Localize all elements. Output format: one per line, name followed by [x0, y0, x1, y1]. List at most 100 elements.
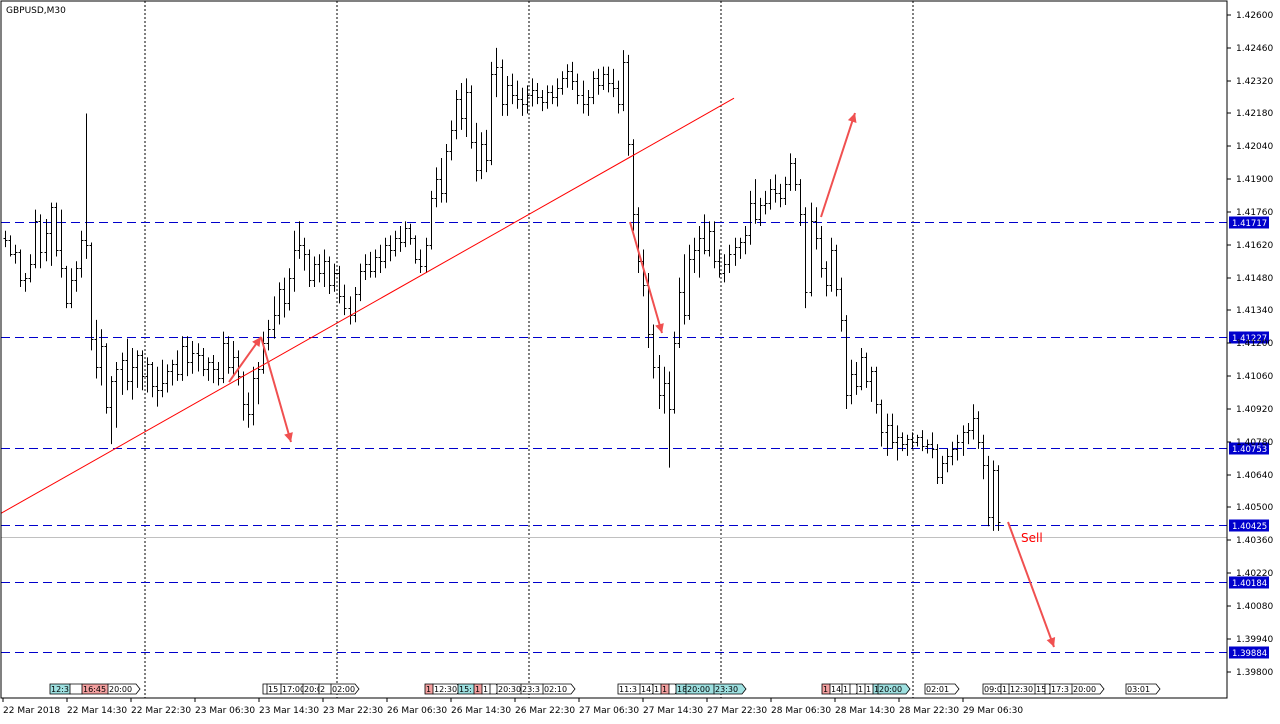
ohlc-bar — [287, 268, 292, 311]
event-tag-shape — [877, 683, 911, 695]
ohlc-bar — [727, 244, 732, 273]
ohlc-bar — [905, 434, 910, 456]
ohlc-bar — [500, 59, 505, 116]
ohlc-bar — [849, 359, 854, 405]
ohlc-bar — [23, 272, 28, 292]
arrow-head — [655, 323, 664, 333]
event-tag-label: 02:01 — [926, 685, 949, 694]
ohlc-bar — [697, 226, 702, 278]
level-price-tag-label: 1.41227 — [1232, 334, 1267, 344]
arrow — [629, 221, 664, 334]
ohlc-bar — [135, 350, 140, 388]
ohlc-bar — [677, 277, 682, 348]
ohlc-bar — [38, 214, 43, 269]
ohlc-bar — [429, 190, 434, 250]
ohlc-bar — [859, 347, 864, 391]
event-tag-label: 03:01 — [1127, 685, 1150, 694]
ohlc-bar — [788, 153, 793, 191]
ohlc-bar — [915, 434, 920, 447]
level-price-tag — [1229, 216, 1269, 229]
x-axis-tick-label: 23 Mar 22:30 — [323, 706, 383, 716]
ohlc-bar — [809, 202, 814, 297]
ohlc-bar — [74, 261, 79, 292]
ohlc-bar — [996, 465, 1001, 531]
ohlc-bar — [424, 237, 429, 273]
ohlc-bar — [201, 347, 206, 377]
ohlc-bar — [226, 336, 231, 374]
y-axis-tick-label: 1.39940 — [1236, 635, 1273, 645]
ohlc-bar — [277, 282, 282, 325]
ohlc-bar — [591, 71, 596, 105]
ohlc-bar — [170, 359, 175, 386]
ohlc-bar — [545, 85, 550, 109]
ohlc-bar — [738, 237, 743, 259]
ohlc-bar — [910, 432, 915, 449]
x-axis-tick-label: 22 Mar 2018 — [3, 706, 60, 716]
ohlc-bar — [864, 352, 869, 388]
event-tag: 03:01 — [1125, 683, 1161, 695]
level-price-tag — [1229, 646, 1269, 659]
ohlc-bar — [120, 352, 125, 395]
y-axis-tick-label: 1.40080 — [1236, 602, 1273, 612]
event-tag: 20:00 — [685, 683, 719, 695]
ohlc-bar — [302, 237, 307, 271]
ohlc-bar — [459, 83, 464, 130]
trendline — [0, 97, 735, 514]
event-tag-label: 18 — [677, 685, 687, 694]
ohlc-bar — [961, 425, 966, 456]
y-axis-tick-label: 1.42320 — [1236, 77, 1273, 87]
event-tag: 02:10 — [542, 683, 576, 695]
x-axis-tick-label: 28 Mar 22:30 — [899, 706, 959, 716]
ohlc-bar — [342, 284, 347, 316]
event-tag-label: 12:30 — [1010, 685, 1033, 694]
ohlc-bar — [555, 78, 560, 107]
ohlc-bar — [479, 132, 484, 180]
event-tag-label: 15 — [1036, 685, 1046, 694]
ohlc-bar — [945, 448, 950, 473]
ohlc-bar — [84, 113, 89, 259]
ohlc-bar — [778, 183, 783, 208]
ohlc-bar — [165, 364, 170, 393]
ohlc-bar — [672, 331, 677, 414]
ohlc-bar — [454, 90, 459, 140]
ohlc-bar — [955, 434, 960, 461]
ohlc-bar — [251, 366, 256, 426]
ohlc-bar — [180, 336, 185, 381]
ohlc-bar — [444, 143, 449, 203]
ohlc-bar — [920, 430, 925, 452]
ohlc-bar — [636, 207, 641, 273]
x-axis-tick-label: 27 Mar 22:30 — [707, 706, 767, 716]
event-tag-shape — [924, 683, 960, 695]
ohlc-bar — [150, 362, 155, 398]
event-tag: 02:01 — [924, 683, 960, 695]
x-axis-tick-label: 26 Mar 22:30 — [515, 706, 575, 716]
ohlc-bar — [246, 392, 251, 428]
ohlc-bar — [793, 158, 798, 191]
event-tag: 12:30 — [1008, 683, 1040, 695]
event-tag-label: 1 — [823, 685, 828, 694]
arrow-shaft — [820, 112, 856, 218]
ohlc-bar — [879, 399, 884, 447]
ohlc-bar — [54, 202, 59, 257]
ohlc-bar — [748, 190, 753, 245]
ohlc-bar — [626, 54, 631, 156]
y-axis-tick-label: 1.41200 — [1236, 339, 1273, 349]
ohlc-bar — [570, 61, 575, 91]
y-axis-tick-label: 1.41340 — [1236, 306, 1273, 316]
ohlc-bar — [64, 265, 69, 309]
ohlc-bar — [175, 350, 180, 381]
ohlc-bar — [185, 336, 190, 377]
arrow — [260, 336, 293, 443]
ohlc-bar — [662, 366, 667, 414]
event-tag-label: 12:30 — [434, 685, 457, 694]
y-axis-tick-label: 1.41480 — [1236, 274, 1273, 284]
ohlc-bar — [631, 139, 636, 231]
ohlc-bar — [378, 244, 383, 273]
ohlc-bar — [155, 366, 160, 407]
y-axis-tick-label: 1.40220 — [1236, 569, 1273, 579]
ohlc-bar — [971, 404, 976, 440]
y-axis-tick-label: 1.40500 — [1236, 503, 1273, 513]
x-axis-tick-label: 26 Mar 06:30 — [387, 706, 447, 716]
chart-title: GBPUSD,M30 — [6, 6, 66, 16]
